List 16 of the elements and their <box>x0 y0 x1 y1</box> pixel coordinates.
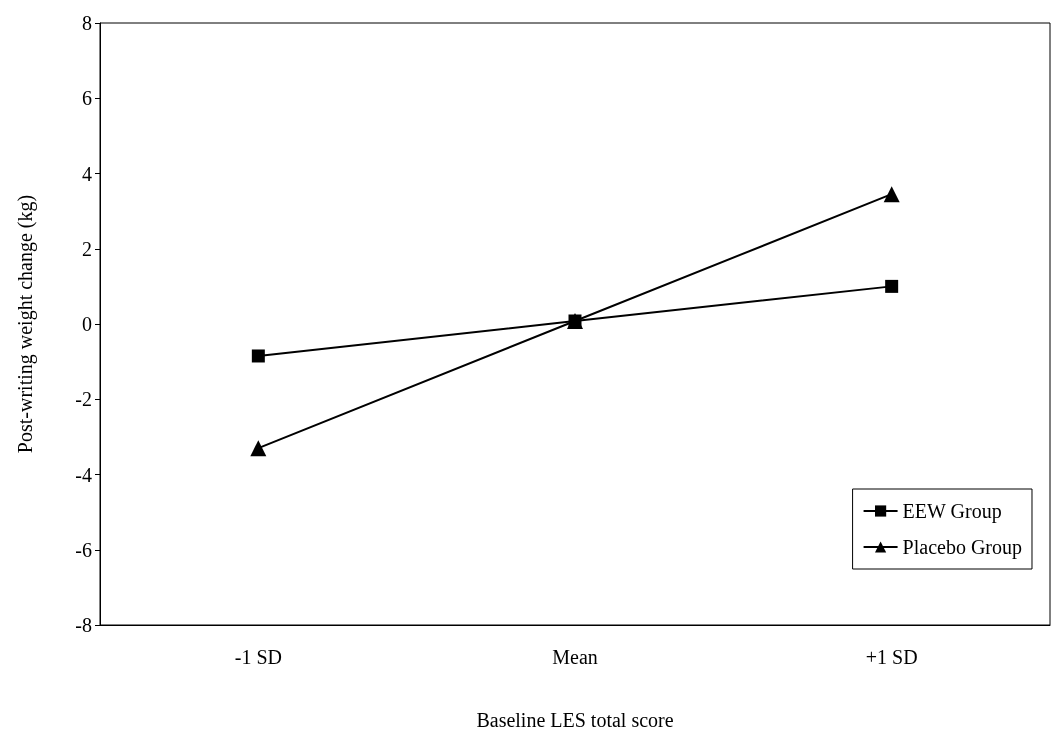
y-tick-label: 2 <box>82 237 92 260</box>
y-tick-label: -8 <box>75 614 92 636</box>
y-axis-title: Post-writing weight change (kg) <box>14 194 37 454</box>
y-tick-label: 8 <box>82 12 92 34</box>
x-tick-label: +1 SD <box>865 646 918 668</box>
y-tick-label: -6 <box>75 538 92 561</box>
y-tick-label: 6 <box>82 87 92 110</box>
legend-label: EEW Group <box>902 500 1002 523</box>
x-tick-label: Mean <box>552 646 598 668</box>
legend-label: Placebo Group <box>902 536 1023 559</box>
x-tick-label: -1 SD <box>234 646 282 668</box>
y-tick-label: -2 <box>75 388 92 411</box>
y-tick-label: -4 <box>75 463 92 486</box>
x-axis-title: Baseline LES total score <box>476 709 674 731</box>
y-tick-label: 0 <box>82 313 92 335</box>
y-tick-label: 4 <box>82 162 92 185</box>
